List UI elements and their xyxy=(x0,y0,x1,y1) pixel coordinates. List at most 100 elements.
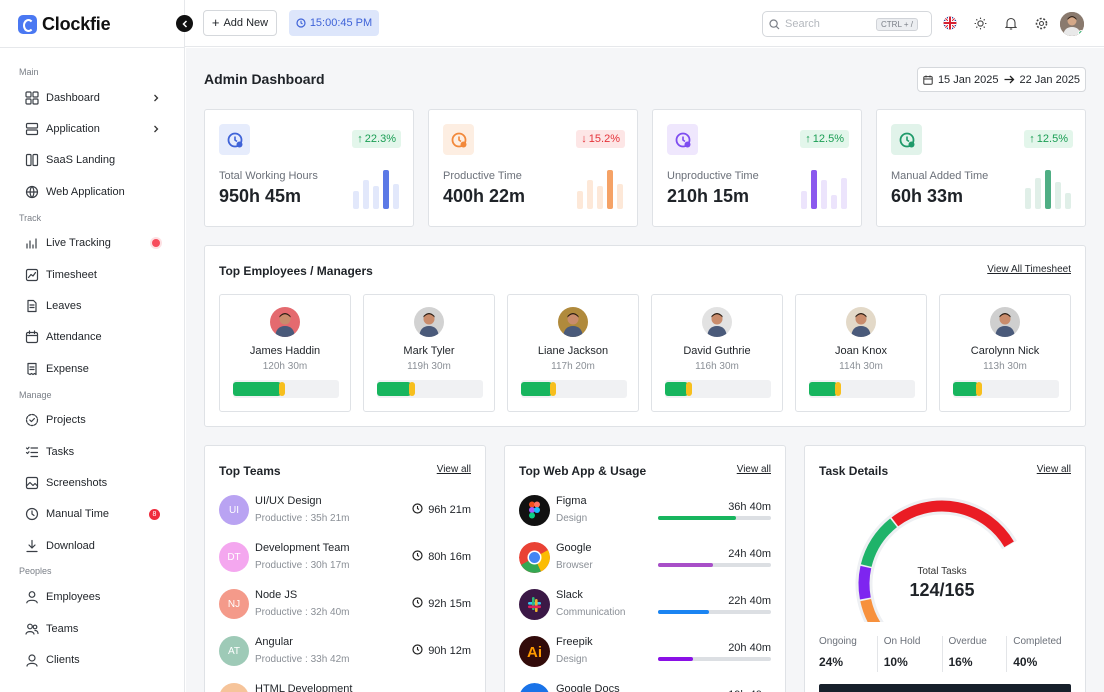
app-usage-fill xyxy=(658,657,693,661)
view-all-teams-link[interactable]: View all xyxy=(436,464,471,475)
team-row[interactable]: NJ Node JS Productive : 32h 40m 92h 15m xyxy=(219,589,471,629)
sidebar-item-employees[interactable]: Employees xyxy=(0,581,184,612)
team-avatar: DT xyxy=(219,542,249,572)
sidebar-item-label: Teams xyxy=(46,622,79,635)
employee-card[interactable]: Liane Jackson 117h 20m xyxy=(507,294,639,412)
app-row[interactable]: Figma Design 36h 40m xyxy=(519,495,771,535)
sidebar-item-dashboard[interactable]: Dashboard xyxy=(0,82,184,113)
mini-bar xyxy=(353,191,359,209)
server-icon xyxy=(25,122,39,136)
progress-marker xyxy=(686,382,692,396)
language-flag-icon[interactable] xyxy=(942,15,958,31)
collapse-sidebar-button[interactable] xyxy=(176,15,193,32)
view-all-apps-link[interactable]: View all xyxy=(736,464,771,475)
sidebar-item-live-tracking[interactable]: Live Tracking xyxy=(0,228,184,259)
app-name: Slack xyxy=(556,589,583,601)
sidebar-item-teams[interactable]: Teams xyxy=(0,613,184,644)
app-row[interactable]: Google Docs 19h 40m xyxy=(519,683,771,692)
sidebar-item-leaves[interactable]: Leaves xyxy=(0,290,184,321)
app-row[interactable]: Google Browser 24h 40m xyxy=(519,542,771,582)
sidebar-item-manual-time[interactable]: Manual Time 8 xyxy=(0,499,184,530)
mini-bar xyxy=(617,184,623,209)
employee-card[interactable]: David Guthrie 116h 30m xyxy=(651,294,783,412)
employee-card[interactable]: Joan Knox 114h 30m xyxy=(795,294,927,412)
clock-icon xyxy=(25,507,39,521)
sidebar-item-label: Attendance xyxy=(46,331,102,344)
employee-avatar xyxy=(270,307,300,337)
chevron-left-icon xyxy=(181,19,187,28)
team-row[interactable]: UI UI/UX Design Productive : 35h 21m 96h 21… xyxy=(219,495,471,535)
task-action-bar[interactable] xyxy=(819,684,1071,692)
team-row[interactable]: HD HTML Development xyxy=(219,683,471,692)
sidebar-item-saas-landing[interactable]: SaaS Landing xyxy=(0,145,184,176)
team-time-value: 92h 15m xyxy=(428,598,471,610)
page-title: Admin Dashboard xyxy=(204,71,325,87)
mini-bar-chart xyxy=(353,168,399,209)
sidebar-item-web-application[interactable]: Web Application xyxy=(0,176,184,207)
search-input[interactable] xyxy=(785,18,871,30)
sidebar-item-clients[interactable]: Clients xyxy=(0,644,184,675)
team-productive: Productive : 33h 42m xyxy=(255,654,350,665)
employee-card[interactable]: Mark Tyler 119h 30m xyxy=(363,294,495,412)
task-stat-value: 24% xyxy=(819,655,844,669)
team-row[interactable]: AT Angular Productive : 33h 42m 90h 12m xyxy=(219,636,471,676)
chevron-right-icon xyxy=(152,91,160,105)
progress-fill xyxy=(521,382,552,396)
team-name: Node JS xyxy=(255,589,298,601)
sun-icon[interactable] xyxy=(972,15,988,31)
app-usage-fill xyxy=(658,563,713,567)
image-icon xyxy=(25,476,39,490)
team-time-value: 80h 16m xyxy=(428,551,471,563)
user-avatar[interactable] xyxy=(1060,12,1084,36)
receipt-icon xyxy=(25,362,39,376)
sidebar-item-download[interactable]: Download xyxy=(0,530,184,561)
add-new-button[interactable]: + Add New xyxy=(203,10,277,36)
section-title: Top Employees / Managers xyxy=(219,264,373,278)
employee-card[interactable]: Carolynn Nick 113h 30m xyxy=(939,294,1071,412)
grid-icon xyxy=(25,91,39,105)
docs-icon xyxy=(519,683,550,692)
view-all-timesheet-link[interactable]: View All Timesheet xyxy=(987,264,1071,275)
sidebar-item-screenshots[interactable]: Screenshots xyxy=(0,467,184,498)
change-value: 15.2% xyxy=(588,133,620,145)
sidebar-item-timesheet[interactable]: Timesheet xyxy=(0,259,184,290)
settings-gear-icon[interactable] xyxy=(1033,15,1049,31)
app-row[interactable]: Ai Freepik Design 20h 40m xyxy=(519,636,771,676)
progress-marker xyxy=(409,382,415,396)
employee-progress xyxy=(809,380,915,398)
team-avatar: NJ xyxy=(219,589,249,619)
sidebar-item-expense[interactable]: Expense xyxy=(0,353,184,384)
app-row[interactable]: Slack Communication 22h 40m xyxy=(519,589,771,629)
team-row[interactable]: DT Development Team Productive : 30h 17m 80… xyxy=(219,542,471,582)
app-name: Freepik xyxy=(556,636,593,648)
sidebar-item-label: Timesheet xyxy=(46,268,97,281)
mini-bar xyxy=(841,178,847,209)
clock-icon xyxy=(667,124,698,155)
employee-hours: 116h 30m xyxy=(695,361,739,372)
task-stat-value: 16% xyxy=(948,655,973,669)
sidebar-item-projects[interactable]: Projects xyxy=(0,405,184,436)
app-usage-fill xyxy=(658,516,736,520)
progress-fill xyxy=(377,382,411,396)
app-category: Browser xyxy=(556,560,593,571)
mini-bar xyxy=(373,186,379,209)
team-name: UI/UX Design xyxy=(255,495,322,507)
bell-icon[interactable] xyxy=(1003,15,1019,31)
date-range-picker[interactable]: 15 Jan 2025 22 Jan 2025 xyxy=(917,67,1086,92)
logo[interactable]: Clockfie xyxy=(18,12,111,36)
team-time: 92h 15m xyxy=(412,597,471,611)
team-time: 80h 16m xyxy=(412,550,471,564)
clock-icon xyxy=(412,503,423,517)
progress-fill xyxy=(233,382,281,396)
sidebar-item-application[interactable]: Application xyxy=(0,113,184,144)
employee-card[interactable]: James Haddin 120h 30m xyxy=(219,294,351,412)
team-avatar: UI xyxy=(219,495,249,525)
view-all-tasks-link[interactable]: View all xyxy=(1036,464,1071,475)
arrow-up-icon: ↑ xyxy=(357,133,363,145)
team-productive: Productive : 35h 21m xyxy=(255,513,350,524)
clock-icon xyxy=(412,644,423,658)
change-badge: ↑ 12.5% xyxy=(1024,130,1073,148)
app-usage-time: 19h 40m xyxy=(728,689,771,692)
sidebar-item-attendance[interactable]: Attendance xyxy=(0,322,184,353)
sidebar-item-tasks[interactable]: Tasks xyxy=(0,436,184,467)
